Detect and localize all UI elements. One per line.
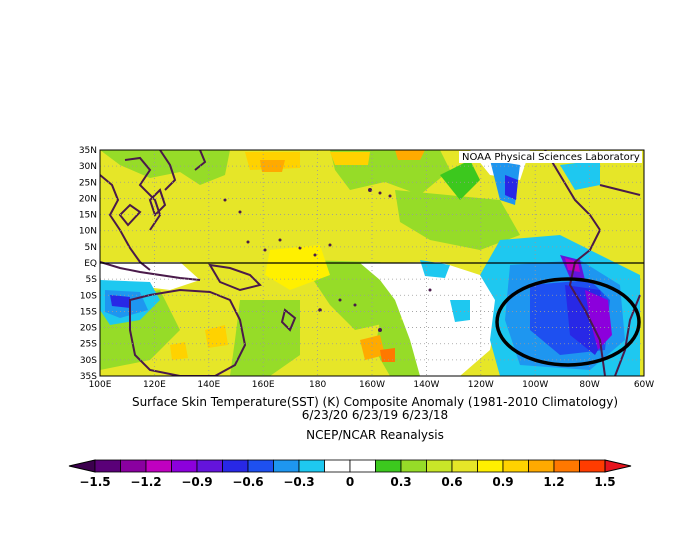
colorbar-label: 1.5 (594, 475, 615, 489)
lat-tick-label: 5N (85, 243, 97, 253)
colorbar-swatch (502, 459, 529, 473)
lat-tick-label: 20N (79, 194, 97, 204)
colorbar-label: −0.9 (181, 475, 212, 489)
colorbar-label: 0.3 (390, 475, 411, 489)
lat-tick-label: 15S (80, 307, 97, 317)
colorbar-swatch (528, 459, 555, 473)
colorbar-label: −1.5 (79, 475, 110, 489)
colorbar-label: 0.6 (441, 475, 462, 489)
colorbar-swatch (222, 459, 249, 473)
coastlines (100, 150, 641, 376)
colorbar-label: −0.3 (283, 475, 314, 489)
colorbar-labels: −1.5 −1.2 −0.9 −0.6 −0.3 0 0.3 0.6 0.9 1.2 1.5 (79, 475, 615, 489)
lon-tick-label: 180 (309, 380, 326, 390)
lon-tick-label: 160E (252, 380, 275, 390)
highlight-ellipse (495, 277, 641, 367)
colorbar-max-triangle (604, 459, 632, 473)
colorbar-swatch (247, 459, 274, 473)
lon-tick-label: 140E (197, 380, 220, 390)
colorbar-swatch (120, 459, 147, 473)
figure-title: Surface Skin Temperature(SST) (K) Compos… (131, 395, 619, 409)
colorbar-swatch (349, 459, 376, 473)
lon-tick-label: 80W (579, 380, 599, 390)
credit-label: NOAA Physical Sciences Laboratory (462, 152, 640, 163)
lon-tick-labels: 100E 120E 140E 160E 180 160W 140W 120W 100W 80W 60… (89, 380, 655, 390)
lon-tick-label: 120E (143, 380, 166, 390)
lon-tick-label: 120W (468, 380, 494, 390)
colorbar-swatch (94, 459, 121, 473)
colorbar-swatch (426, 459, 453, 473)
lon-tick-label: 160W (359, 380, 385, 390)
lat-tick-label: 20S (80, 324, 97, 334)
lon-tick-label: 60W (634, 380, 654, 390)
lon-tick-label: 100E (89, 380, 112, 390)
colorbar-swatch (451, 459, 478, 473)
lon-tick-label: 100W (522, 380, 548, 390)
colorbar-swatch (171, 459, 198, 473)
figure-source: NCEP/NCAR Reanalysis (306, 428, 444, 442)
colorbar-swatch (196, 459, 223, 473)
lat-tick-labels: 35N 30N 25N 20N 15N 10N 5N EQ 5S 10S 15S 20S 25S 30S 3… (79, 146, 97, 382)
lat-tick-label: 5S (86, 275, 98, 285)
colorbar-swatch (477, 459, 504, 473)
anomaly-field (100, 150, 644, 376)
colorbar-swatch (375, 459, 402, 473)
lat-tick-label: 25N (79, 178, 97, 188)
colorbar-swatch (324, 459, 351, 473)
lon-tick-label: 140W (413, 380, 439, 390)
lat-tick-label: 15N (79, 211, 97, 221)
colorbar-swatch (273, 459, 300, 473)
colorbar-swatch (579, 459, 606, 473)
lat-tick-label: 10S (80, 291, 97, 301)
colorbar-label: −1.2 (130, 475, 161, 489)
lat-tick-label: 25S (80, 340, 97, 350)
colorbar-label: −0.6 (232, 475, 263, 489)
lat-tick-label: 30N (79, 162, 97, 172)
colorbar-swatch (553, 459, 580, 473)
colorbar-label: 0 (346, 475, 354, 489)
lat-tick-label: 30S (80, 356, 97, 366)
lat-tick-label: 10N (79, 227, 97, 237)
lat-tick-label: EQ (84, 259, 97, 269)
colorbar-label: 1.2 (543, 475, 564, 489)
lat-tick-label: 35N (79, 146, 97, 156)
lat-tick-label: 35S (80, 372, 97, 382)
figure-dates: 6/23/20 6/23/19 6/23/18 (301, 408, 449, 422)
colorbar (68, 459, 632, 473)
colorbar-label: 0.9 (492, 475, 513, 489)
colorbar-swatch (400, 459, 427, 473)
islands (223, 188, 432, 332)
plot-frame (99, 149, 645, 377)
colorbar-min-triangle (68, 459, 96, 473)
colorbar-swatch (298, 459, 325, 473)
colorbar-swatch (145, 459, 172, 473)
